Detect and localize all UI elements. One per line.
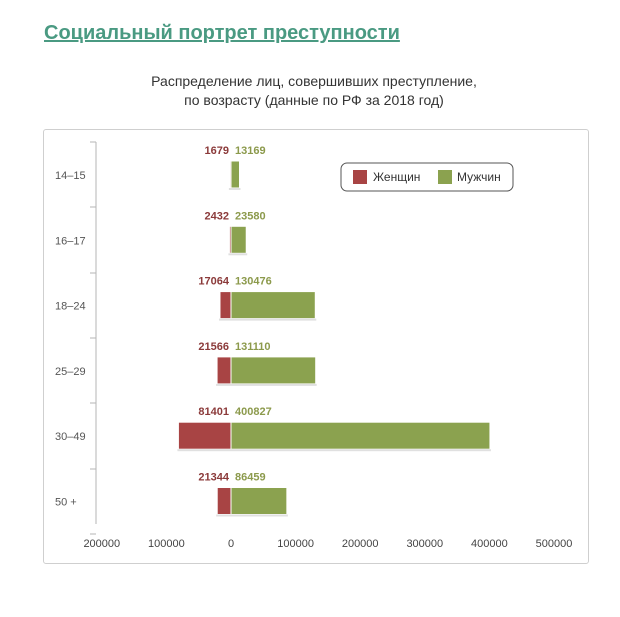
x-tick-label-0: 200000	[83, 538, 120, 550]
bar-shadow-5	[216, 514, 288, 517]
x-tick-label-4: 200000	[342, 538, 379, 550]
legend-label-men: Мужчин	[457, 170, 501, 184]
value-label-women-2: 17064	[198, 276, 229, 288]
bar-men-5[interactable]	[230, 487, 288, 515]
bar-shadow-3	[216, 383, 317, 386]
category-label-0: 14–15	[55, 170, 86, 182]
legend-box	[340, 162, 514, 192]
bar-shadow-0	[228, 188, 241, 190]
category-label-5: 50 +	[55, 497, 77, 509]
category-label-1: 16–17	[55, 235, 86, 247]
chart-subtitle-line-2: по возрасту (данные по РФ за 2018 год)	[184, 92, 444, 108]
value-label-women-0: 1679	[205, 145, 229, 157]
x-tick-label-5: 300000	[406, 538, 443, 550]
chart-subtitle-line-1: Распределение лиц, совершивших преступле…	[151, 73, 477, 89]
bar-women-4[interactable]	[177, 421, 232, 450]
category-label-4: 30–49	[55, 431, 86, 443]
value-label-men-2: 130476	[235, 276, 272, 288]
bar-shadow-4	[177, 449, 491, 452]
page-title[interactable]: Социальный портрет преступности	[44, 22, 400, 44]
legend-item-women[interactable]: Женщин	[353, 170, 420, 184]
value-label-women-3: 21566	[198, 341, 229, 353]
value-label-men-5: 86459	[235, 472, 266, 484]
category-label-3: 25–29	[55, 366, 86, 378]
x-axis-ticks: 200000 100000 0 100000 200000 300000 400000 500…	[83, 538, 572, 550]
bar-men-3[interactable]	[230, 356, 317, 385]
category-ticks	[90, 141, 96, 535]
bar-men-2[interactable]	[230, 291, 316, 320]
value-label-men-1: 23580	[235, 210, 266, 222]
bar-men-1[interactable]	[230, 225, 247, 254]
legend-label-women: Женщин	[373, 170, 420, 184]
bar-men-4[interactable]	[230, 421, 491, 450]
category-label-2: 18–24	[55, 301, 86, 313]
x-tick-label-3: 100000	[277, 538, 314, 550]
bar-women-5[interactable]	[216, 487, 232, 515]
bar-shadow-1	[228, 253, 248, 256]
value-label-women-5: 21344	[198, 472, 229, 484]
x-tick-label-7: 500000	[536, 538, 573, 550]
value-labels: 1679 13169 2432 23580 17064 130476 21566 131110…	[198, 145, 271, 484]
bar-shadow-2	[218, 318, 317, 321]
legend[interactable]: Женщин Мужчин	[340, 162, 514, 192]
value-label-men-4: 400827	[235, 406, 272, 418]
value-label-women-4: 81401	[198, 406, 229, 418]
chart-frame	[43, 129, 589, 564]
bars	[177, 160, 491, 517]
legend-item-men[interactable]: Мужчин	[438, 170, 501, 184]
x-tick-label-1: 100000	[148, 538, 185, 550]
value-label-men-0: 13169	[235, 145, 266, 157]
value-label-women-1: 2432	[205, 210, 229, 222]
legend-swatch-women	[353, 170, 367, 184]
legend-swatch-men	[438, 170, 452, 184]
x-tick-label-2: 0	[228, 538, 234, 550]
category-labels: 14–15 16–17 18–24 25–29 30–49 50 +	[55, 170, 86, 509]
bar-women-3[interactable]	[216, 356, 232, 385]
chart-subtitle: Распределение лиц, совершивших преступле…	[44, 72, 584, 110]
bar-men-0[interactable]	[230, 160, 241, 189]
bar-women-2[interactable]	[219, 291, 232, 320]
x-tick-label-6: 400000	[471, 538, 508, 550]
value-label-men-3: 131110	[235, 341, 271, 353]
